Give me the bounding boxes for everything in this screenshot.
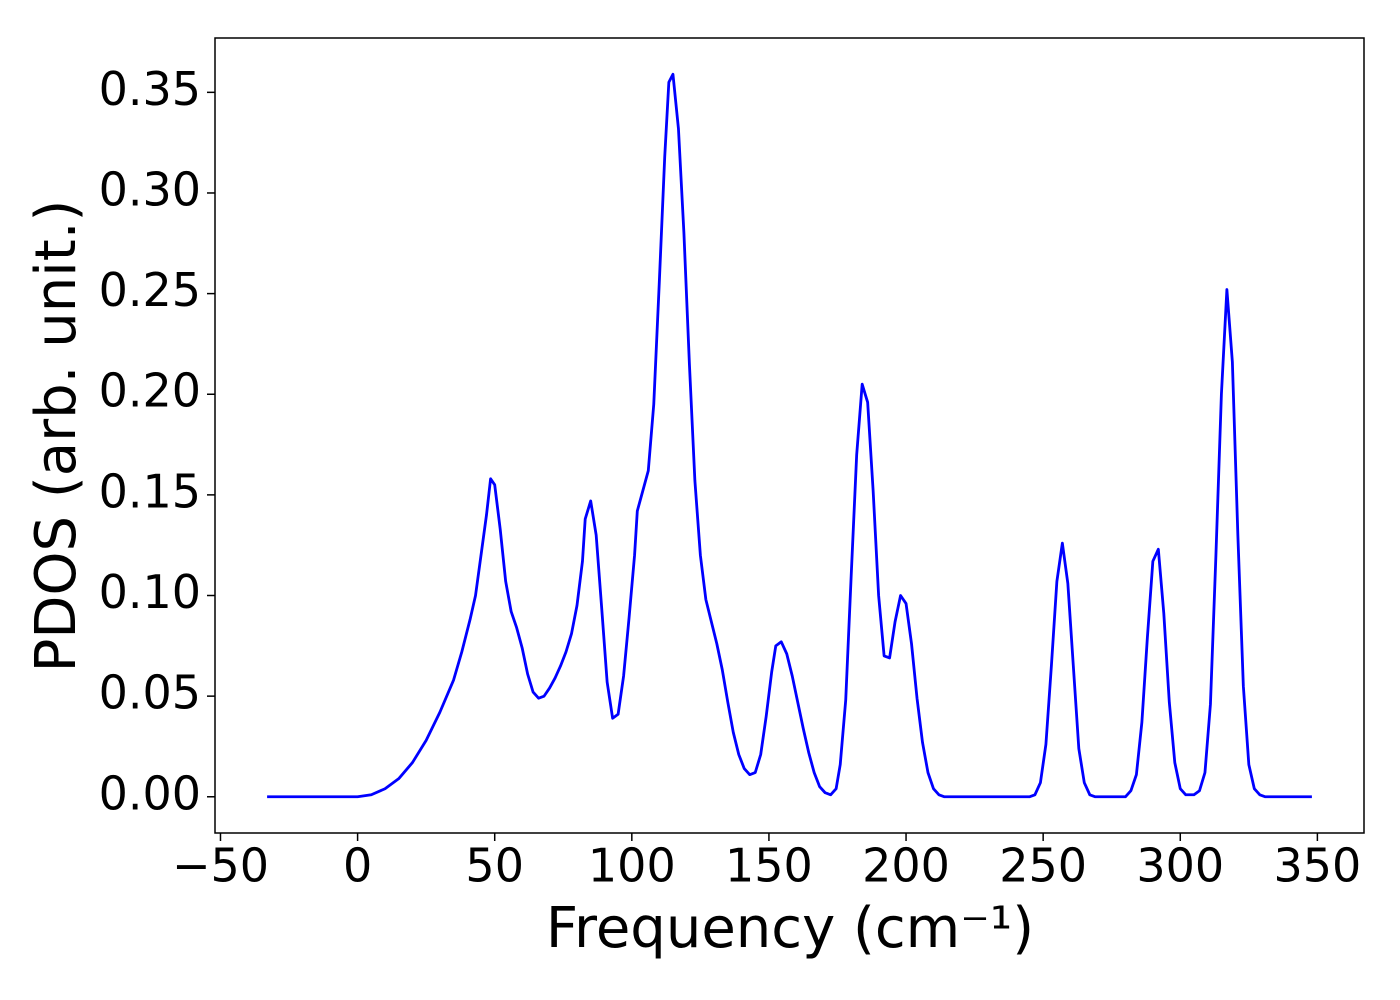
x-tick-label: 350 <box>1273 839 1361 893</box>
x-tick-label: −50 <box>172 839 269 893</box>
x-tick-label: 200 <box>862 839 950 893</box>
y-tick-label: 0.05 <box>99 666 201 720</box>
x-tick-label: 100 <box>588 839 676 893</box>
x-tick-label: 0 <box>343 839 372 893</box>
x-tick-label: 250 <box>999 839 1087 893</box>
x-axis-label: Frequency (cm⁻¹) <box>546 896 1034 961</box>
x-tick-label: 150 <box>725 839 813 893</box>
data-line <box>267 72 1312 799</box>
x-tick-label: 300 <box>1136 839 1224 893</box>
plot-frame <box>214 37 1365 834</box>
y-tick-label: 0.25 <box>99 263 201 317</box>
y-tick-label: 0.00 <box>99 766 201 820</box>
y-tick-label: 0.15 <box>99 464 201 518</box>
y-tick-label: 0.10 <box>99 565 201 619</box>
y-axis-label: PDOS (arb. unit.) <box>24 200 89 673</box>
y-tick-label: 0.30 <box>99 162 201 216</box>
y-tick-label: 0.20 <box>99 364 201 418</box>
x-tick-label: 50 <box>465 839 524 893</box>
y-tick-label: 0.35 <box>99 62 201 116</box>
